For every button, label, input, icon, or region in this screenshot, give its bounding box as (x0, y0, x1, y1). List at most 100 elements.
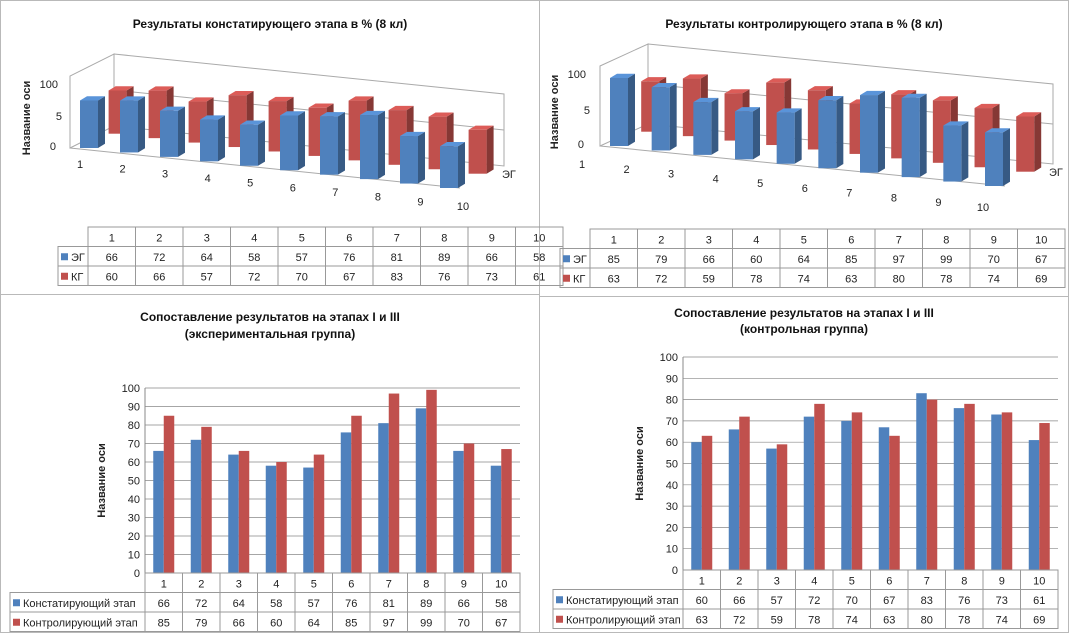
legend-label: ЭГ (71, 252, 85, 264)
table-cell: 66 (458, 598, 470, 610)
bar (265, 465, 277, 573)
table-header-cell: 4 (753, 235, 759, 247)
x-tick-label: 5 (247, 178, 253, 190)
bar-side (669, 83, 677, 151)
bar-top (468, 125, 494, 130)
bar-side (458, 142, 465, 188)
bar (190, 439, 202, 573)
bar (201, 426, 212, 573)
bar-top (240, 120, 265, 125)
y-tick-label: 100 (660, 352, 678, 364)
bar-top (108, 86, 134, 91)
y-tick-label: 10 (128, 550, 140, 562)
x-tick-label: 10 (457, 201, 469, 213)
bar (651, 87, 670, 151)
bar (340, 432, 352, 573)
y-tick-label: 100 (40, 79, 58, 91)
table-cell: 66 (703, 254, 715, 266)
table-header-cell: 6 (346, 233, 352, 245)
table-cell: 85 (158, 618, 170, 630)
table-header-cell: 9 (999, 576, 1005, 588)
bar-top (891, 90, 917, 95)
table-cell: 97 (893, 254, 905, 266)
table-cell: 85 (345, 618, 357, 630)
table-header-cell: 8 (961, 576, 967, 588)
bar (728, 429, 740, 570)
table-header-cell: 3 (204, 233, 210, 245)
bar (701, 435, 713, 570)
legend-label: Констатирующий этап (23, 598, 136, 610)
bar (814, 403, 825, 570)
bar (851, 412, 863, 570)
bar-side (753, 107, 760, 160)
bar-top (974, 103, 1000, 109)
legend-key-red (563, 274, 570, 282)
legend-key-red (13, 618, 20, 626)
bar (238, 450, 250, 573)
table-header-cell: 7 (394, 233, 400, 245)
bar-side (961, 121, 969, 182)
bar-top (807, 86, 833, 91)
table-cell: 76 (343, 252, 355, 264)
bar (80, 100, 98, 148)
bar-top (268, 96, 294, 102)
table-cell: 85 (608, 254, 620, 266)
bar (120, 100, 138, 153)
table-header-cell: 6 (886, 576, 892, 588)
bar-top (228, 90, 254, 96)
x-tick-label: 3 (162, 168, 168, 180)
table-header-cell: 1 (699, 576, 705, 588)
chart-title-2: Результаты контролирующего этапа в % (8 … (665, 17, 943, 31)
legend-key-blue (556, 596, 563, 604)
table-cell: 59 (703, 274, 715, 286)
table-cell: 58 (495, 598, 507, 610)
bar-top (724, 89, 750, 94)
bar-top (388, 105, 414, 111)
y-tick-label: 80 (128, 420, 140, 432)
chart-title-3: Сопоставление результатов на этапах I и … (140, 310, 400, 324)
table-cell: 58 (533, 252, 545, 264)
bar-top (943, 121, 969, 126)
bar (889, 435, 900, 570)
bar-side (1034, 112, 1042, 172)
table-cell: 76 (345, 598, 357, 610)
x-tick-label: 10 (977, 202, 989, 214)
y-tick-label: 5 (56, 111, 62, 123)
table-cell: 81 (391, 252, 403, 264)
table-cell: 64 (201, 252, 213, 264)
table-cell: 79 (195, 618, 207, 630)
table-cell: 99 (940, 254, 952, 266)
bar-side (794, 108, 802, 164)
depth-axis-label: ЭГ (1049, 167, 1063, 179)
legend-label: Констатирующий этап (566, 595, 679, 607)
table-header-cell: 10 (1033, 576, 1045, 588)
table-cell: 78 (958, 615, 970, 627)
table-cell: 72 (248, 272, 260, 284)
table-cell: 64 (798, 254, 810, 266)
table-cell: 58 (248, 252, 260, 264)
bar (240, 124, 258, 166)
y-tick-label: 100 (122, 383, 140, 395)
x-tick-label: 6 (802, 183, 808, 195)
bar-top (985, 128, 1010, 133)
table-header-cell: 1 (109, 233, 115, 245)
bar-top (200, 115, 225, 120)
bar-top (400, 131, 425, 137)
bar-top (440, 142, 465, 147)
y-tick-label: 10 (666, 544, 678, 556)
bar-top (818, 96, 844, 101)
table-cell: 60 (106, 272, 118, 284)
table-cell: 64 (308, 618, 320, 630)
table-header-cell: 5 (311, 579, 317, 591)
bar-side (258, 120, 265, 166)
table-cell: 61 (1033, 595, 1045, 607)
bar-top (651, 83, 677, 88)
x-tick-label: 7 (332, 187, 338, 199)
y-tick-label: 0 (50, 141, 56, 153)
table-cell: 69 (1035, 274, 1047, 286)
table-cell: 57 (308, 598, 320, 610)
x-tick-label: 1 (77, 159, 83, 171)
bar (1028, 440, 1040, 570)
y-axis-title: Название оси (96, 443, 108, 517)
bar-top (610, 73, 635, 78)
